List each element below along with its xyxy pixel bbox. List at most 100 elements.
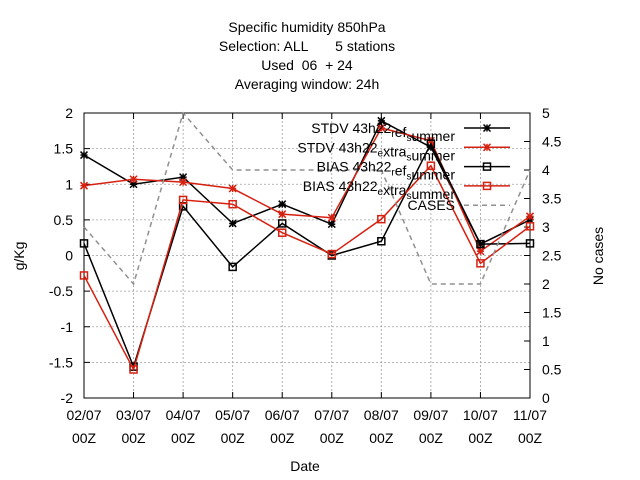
data-point — [278, 200, 287, 209]
y2-tick-label: 0.5 — [542, 362, 562, 378]
legend-label-part: s — [406, 172, 411, 183]
data-point — [426, 161, 436, 170]
x-tick-label-time: 00Z — [419, 430, 444, 446]
data-point — [476, 239, 485, 249]
y2-tick-label: 4.5 — [542, 134, 562, 150]
data-point — [377, 237, 386, 246]
legend-label-part: ummer — [411, 186, 455, 202]
series-3 — [79, 161, 535, 374]
series-1 — [79, 123, 535, 256]
y-tick-label: -1.5 — [49, 354, 73, 370]
legend-label-part: s — [406, 152, 411, 163]
x-tick-label-date: 11/07 — [513, 407, 547, 423]
legend-label-part: xtra — [383, 182, 407, 198]
axes: -2 -1.5 -1 -0.5 0 0.5 1 1.5 2 0 0.5 1 1.5 2 2.5 3 3.5 4 4.… — [49, 105, 562, 446]
y-tick-label: 0.5 — [54, 212, 74, 228]
legend-label-part: ummer — [411, 128, 455, 144]
data-point — [476, 247, 485, 256]
y2-tick-label: 1 — [542, 333, 550, 349]
x-tick-label-date: 07/07 — [314, 407, 349, 423]
y-tick-label: 0 — [65, 248, 73, 264]
legend-label: STDV 43h22extrasummer — [297, 139, 455, 163]
data-point — [278, 210, 287, 219]
plot-frame — [83, 112, 531, 399]
data-point — [525, 239, 535, 248]
legend-label-part: CASES — [408, 197, 455, 213]
x-tick-label-date: 06/07 — [265, 407, 300, 423]
series-line — [83, 111, 531, 286]
legend-label-part: ef — [395, 163, 407, 179]
legend-label-part: e — [378, 187, 384, 198]
x-tick-label-date: 05/07 — [215, 407, 250, 423]
x-tick-label-time: 00Z — [171, 430, 196, 446]
legend-swatch-marker — [482, 181, 492, 191]
legend-label: BIAS 43h22refsummer — [317, 159, 456, 183]
legend-label: BIAS 43h22extrasummer — [303, 178, 456, 202]
legend-label-part: xtra — [383, 143, 407, 159]
data-point — [228, 262, 237, 272]
x-tick-label-date: 09/07 — [413, 407, 448, 423]
y-tick-label: 2 — [65, 105, 73, 121]
y2-tick-label: 2 — [542, 276, 550, 292]
grid — [84, 113, 530, 398]
series-4 — [83, 111, 531, 286]
series-group — [79, 111, 535, 374]
legend-label-part: s — [406, 133, 411, 144]
title-line-3: Used 06 + 24 — [261, 57, 353, 73]
legend-label-part: BIAS 43h22 — [303, 178, 378, 194]
y-tick-label: 1 — [65, 176, 73, 192]
chart-title: Specific humidity 850hPa Selection: ALL … — [219, 19, 395, 92]
legend-label-part: s — [406, 191, 411, 202]
y-axis-label: g/Kg — [11, 242, 27, 271]
y2-axis-label: No cases — [590, 227, 606, 285]
legend-label-part: STDV 43h22 — [297, 139, 377, 155]
data-point — [129, 365, 138, 374]
data-point — [228, 184, 237, 193]
data-point — [79, 151, 89, 160]
x-tick-label-time: 00Z — [320, 430, 345, 446]
y-tick-label: -1 — [61, 319, 74, 335]
data-point — [327, 249, 337, 259]
y2-tick-label: 3.5 — [542, 191, 562, 207]
y2-tick-label: 1.5 — [542, 305, 562, 321]
legend-label-part: r — [391, 129, 395, 140]
data-point — [79, 181, 89, 190]
legend-swatch-marker — [482, 123, 492, 133]
legend-label-part: ef — [395, 124, 407, 140]
data-point — [228, 199, 237, 209]
data-point — [129, 175, 138, 184]
y2-tick-label: 4 — [542, 162, 550, 178]
x-tick-label-date: 02/07 — [66, 407, 101, 423]
legend-swatch-marker — [482, 162, 492, 171]
data-point — [525, 222, 535, 231]
y2-tick-label: 3 — [542, 219, 550, 235]
y2-tick-label: 5 — [542, 105, 550, 121]
data-point — [476, 259, 485, 268]
title-line-2: Selection: ALL 5 stations — [219, 38, 395, 54]
data-point — [277, 219, 287, 228]
legend-swatch-marker — [482, 143, 492, 152]
series-line — [83, 164, 531, 372]
x-axis-label: Date — [290, 458, 320, 474]
data-point — [426, 139, 436, 148]
x-tick-label-date: 03/07 — [116, 407, 151, 423]
x-tick-label-time: 00Z — [518, 430, 543, 446]
x-tick-label-time: 00Z — [369, 430, 394, 446]
legend-label: STDV 43h22refsummer — [311, 120, 455, 144]
data-point — [377, 116, 386, 125]
data-point — [377, 123, 386, 132]
legend-label: CASES — [408, 197, 455, 213]
x-tick-label-time: 00Z — [72, 430, 97, 446]
series-line — [83, 127, 531, 253]
data-point — [79, 239, 89, 248]
data-point — [525, 212, 535, 221]
data-point — [377, 214, 386, 224]
data-point — [277, 228, 287, 237]
legend-label-part: ummer — [411, 147, 455, 163]
x-tick-label-date: 08/07 — [364, 407, 399, 423]
x-tick-label-date: 04/07 — [166, 407, 201, 423]
data-point — [327, 220, 336, 229]
